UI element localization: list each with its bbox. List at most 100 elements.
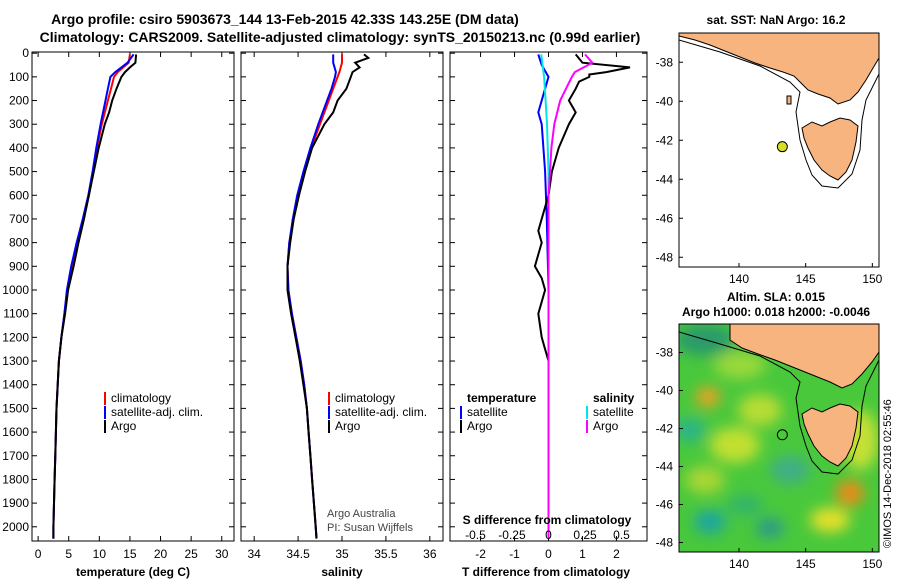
x-tick-label: 0 [545, 547, 552, 561]
y-tick-label: 1700 [2, 449, 29, 463]
x-tick-label: 36 [423, 547, 437, 561]
x-tick-label: 10 [93, 547, 107, 561]
map-y-tick-label: -38 [656, 55, 674, 69]
x-tick-label: 34.5 [286, 547, 310, 561]
difference-axis: -2 -1 0 1 2 [450, 52, 647, 561]
y-tick-label: 0 [22, 46, 29, 60]
sla-map-title: Altim. SLA: 0.015 [727, 290, 825, 304]
legend-argo: Argo [335, 419, 361, 433]
sla-map-ticks: 140 145 150 -38 -40 -42 -44 -46 -48 [656, 346, 883, 572]
sla-tasmania [801, 403, 859, 467]
legend-climatology: climatology [335, 391, 395, 405]
x-tick-label: -2 [475, 547, 486, 561]
map-y-tick-label: -48 [656, 536, 674, 550]
x-tick-label: 35 [335, 547, 349, 561]
temp-climatology-line [52, 54, 131, 539]
s-tick-label: -0.5 [465, 528, 486, 542]
sla-map: Altim. SLA: 0.015 Argo h1000: 0.018 h200… [656, 290, 883, 571]
y-tick-label: 1600 [2, 425, 29, 439]
salinity-xlabel: salinity [321, 565, 363, 579]
map-y-tick-label: -46 [656, 498, 674, 512]
temperature-axis: 0100200300400500600700800900100011001200… [2, 46, 234, 561]
legend-s-satellite: satellite [593, 405, 634, 419]
y-tick-label: 500 [9, 165, 29, 179]
map-x-tick-label: 150 [862, 557, 882, 571]
map-y-tick-label: -44 [656, 460, 674, 474]
sst-map-title: sat. SST: NaN Argo: 16.2 [707, 13, 846, 27]
map-y-tick-label: -40 [656, 384, 674, 398]
mainland-land [679, 33, 879, 105]
y-tick-label: 200 [9, 94, 29, 108]
difference-legend: temperature satellite Argo salinity sate… [460, 391, 635, 433]
legend-temperature-header: temperature [467, 391, 537, 405]
sst-map: sat. SST: NaN Argo: 16.2 140 145 150 -38 -40… [656, 13, 883, 286]
figure-title-line1: Argo profile: csiro 5903673_144 13-Feb-2… [51, 11, 519, 27]
shelf-contour [679, 39, 879, 189]
y-tick-label: 1400 [2, 378, 29, 392]
x-tick-label: 34 [247, 547, 261, 561]
salinity-axis: 34 34.5 35 35.5 36 [241, 52, 443, 561]
map-x-tick-label: 145 [796, 272, 816, 286]
argo-position-marker [776, 141, 788, 153]
sla-map-subtitle: Argo h1000: 0.018 h2000: -0.0046 [682, 305, 870, 319]
sal-argo-line [286, 53, 371, 539]
y-tick-label: 800 [9, 236, 29, 250]
x-tick-label: 2 [613, 547, 620, 561]
temperature-panel: 0100200300400500600700800900100011001200… [2, 46, 235, 579]
map-y-tick-label: -42 [656, 422, 674, 436]
difference-xlabel: T difference from climatology [462, 565, 630, 579]
watermark: ©IMOS 14-Dec-2018 02:55:46 [882, 399, 894, 548]
legend-satellite: satellite-adj. clim. [111, 405, 203, 419]
legend-t-satellite: satellite [467, 405, 508, 419]
y-tick-label: 700 [9, 212, 29, 226]
pi-annotation-line1: Argo Australia [327, 508, 396, 520]
s-tick-label: 0.25 [573, 528, 597, 542]
map-x-tick-label: 150 [862, 272, 882, 286]
x-tick-label: 5 [65, 547, 72, 561]
sla-mainland [729, 324, 879, 389]
sla-shelf-contour [679, 331, 879, 475]
s-tick-label: 0.5 [613, 528, 630, 542]
y-tick-label: 1100 [3, 307, 29, 321]
y-tick-label: 900 [9, 259, 29, 273]
y-tick-label: 300 [9, 117, 29, 131]
diff-s-argo-line [547, 53, 594, 539]
map-y-tick-label: -46 [656, 211, 674, 225]
pi-annotation-line2: PI: Susan Wijffels [327, 522, 413, 534]
sla-field [679, 324, 878, 538]
temp-satellite-line [52, 53, 135, 539]
salinity-panel: 34 34.5 35 35.5 36 salinity climatology sate… [240, 51, 444, 579]
map-y-tick-label: -44 [656, 172, 674, 186]
diff-t-argo-line [533, 53, 631, 539]
temperature-legend: climatology satellite-adj. clim. Argo [104, 391, 203, 433]
legend-t-argo: Argo [467, 419, 493, 433]
x-tick-label: 1 [579, 547, 586, 561]
y-tick-label: 1200 [2, 330, 29, 344]
y-tick-label: 1300 [2, 354, 29, 368]
x-tick-label: 0 [35, 547, 42, 561]
s-difference-ticks: -0.5 -0.25 0 0.25 0.5 [465, 528, 630, 542]
map-x-tick-label: 140 [729, 557, 749, 571]
map-y-tick-label: -38 [656, 346, 674, 360]
y-tick-label: 400 [9, 141, 29, 155]
y-tick-label: 1000 [2, 283, 29, 297]
s-tick-label: 0 [545, 528, 552, 542]
x-tick-label: 25 [184, 547, 198, 561]
legend-climatology: climatology [111, 391, 171, 405]
map-x-tick-label: 145 [796, 557, 816, 571]
x-tick-label: 30 [215, 547, 229, 561]
map-x-tick-label: 140 [729, 272, 749, 286]
sal-climatology-line [286, 54, 343, 539]
y-tick-label: 100 [9, 70, 29, 84]
s-difference-label: S difference from climatology [463, 513, 632, 527]
legend-argo: Argo [111, 419, 137, 433]
map-y-tick-label: -42 [656, 133, 674, 147]
temperature-xlabel: temperature (deg C) [76, 565, 190, 579]
s-tick-label: -0.25 [498, 528, 526, 542]
y-tick-label: 2000 [2, 520, 29, 534]
difference-panel: -2 -1 0 1 2 T difference from climatology S … [449, 51, 648, 579]
y-tick-label: 600 [9, 188, 29, 202]
tasmania-land [801, 117, 859, 181]
map-y-tick-label: -40 [656, 94, 674, 108]
